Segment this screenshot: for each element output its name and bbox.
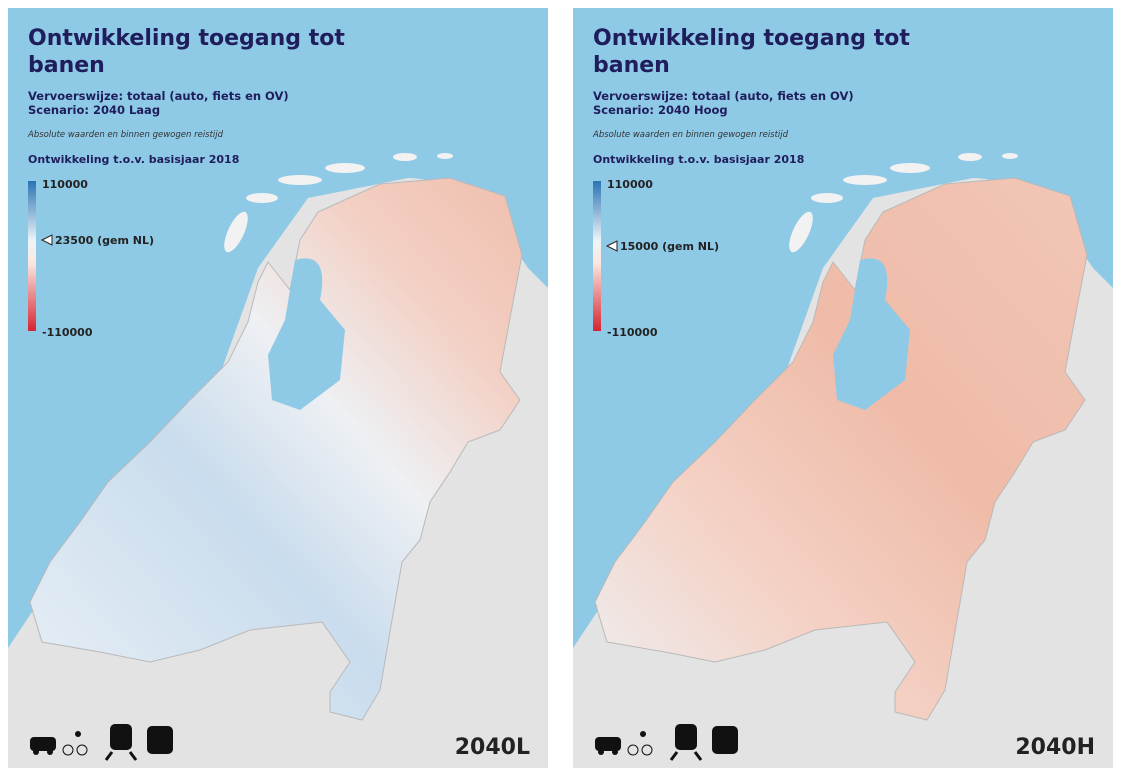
legend-title: Ontwikkeling t.o.v. basisjaar 2018 <box>28 153 239 166</box>
title: Ontwikkeling toegang tot <box>593 26 910 51</box>
panel: Ontwikkeling toegang tot banen Vervoersw… <box>8 8 548 768</box>
legend-title: Ontwikkeling t.o.v. basisjaar 2018 <box>593 153 804 166</box>
legend-min: -110000 <box>42 326 93 339</box>
subtitle: Vervoerswijze: totaal (auto, fiets en OV… <box>28 89 289 103</box>
legend-mean: 23500 (gem NL) <box>55 234 154 247</box>
title: banen <box>28 53 105 78</box>
legend-max: 110000 <box>607 178 653 191</box>
title: banen <box>593 53 670 78</box>
page: Ontwikkeling toegang tot banen Vervoersw… <box>0 0 1121 776</box>
badge: 2040H <box>1015 735 1095 760</box>
subtitle: Vervoerswijze: totaal (auto, fiets en OV… <box>593 89 854 103</box>
color-bar <box>593 181 601 331</box>
subtitle: Scenario: 2040 Hoog <box>593 103 728 117</box>
legend-mean: 15000 (gem NL) <box>620 240 719 253</box>
color-bar <box>28 181 36 331</box>
note: Absolute waarden en binnen gewogen reist… <box>592 130 789 140</box>
legend-min: -110000 <box>607 326 658 339</box>
title: Ontwikkeling toegang tot <box>28 26 345 51</box>
subtitle: Scenario: 2040 Laag <box>28 103 160 117</box>
panel: Ontwikkeling toegang tot banen Vervoersw… <box>573 8 1113 768</box>
legend-max: 110000 <box>42 178 88 191</box>
note: Absolute waarden en binnen gewogen reist… <box>27 130 224 140</box>
badge: 2040L <box>455 735 530 760</box>
